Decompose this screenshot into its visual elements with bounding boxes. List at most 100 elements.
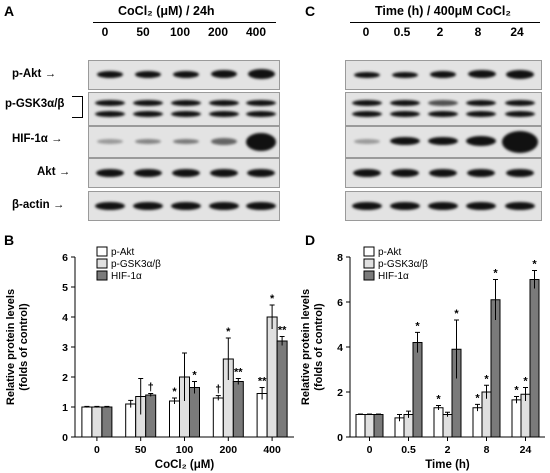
- bar: [189, 387, 200, 438]
- panel-letter-a: A: [4, 3, 15, 19]
- bar: [433, 407, 444, 438]
- bar: [101, 406, 113, 438]
- bar: [490, 299, 501, 438]
- blot-a-akt: [88, 158, 280, 188]
- panel-a-lane: 200: [207, 25, 229, 39]
- bar: [81, 406, 93, 438]
- significance-mark: *: [514, 385, 519, 397]
- blot-a-p-akt: [88, 60, 280, 90]
- legend-label: HIF-1α: [111, 271, 142, 282]
- panel-c-condition: Time (h) / 400μM CoCl₂: [375, 4, 511, 18]
- panel-a-condition: CoCl₂ (μM) / 24h: [118, 4, 215, 18]
- y-tick-label: 5: [62, 282, 68, 294]
- panel-c-lane: 8: [474, 25, 482, 39]
- significance-mark: *: [523, 376, 528, 388]
- y-tick-label: 1: [62, 402, 68, 414]
- significance-mark: *: [475, 392, 480, 404]
- x-tick-label: 200: [220, 444, 238, 456]
- bar: [256, 393, 268, 438]
- panel-c-lane: 0: [362, 25, 370, 39]
- panel-a-lane: 0: [101, 25, 109, 39]
- significance-mark: *: [172, 386, 177, 398]
- bar: [169, 400, 180, 438]
- significance-mark: *: [436, 394, 441, 406]
- bar: [364, 414, 375, 438]
- panel-c-lane: 2: [436, 25, 444, 39]
- bar: [472, 407, 483, 438]
- y-tick-label: 0: [337, 432, 343, 444]
- significance-mark: *: [270, 293, 275, 305]
- x-axis-label: CoCl₂ (μM): [155, 459, 215, 471]
- bar: [91, 406, 103, 438]
- blot-c-p-akt: [345, 60, 542, 90]
- y-tick-label: 0: [62, 432, 68, 444]
- blot-c-p-gsk3: [345, 92, 542, 126]
- x-tick-label: 400: [263, 444, 281, 456]
- x-tick-label: 50: [135, 444, 147, 456]
- bar: [232, 381, 244, 438]
- bar: [511, 399, 522, 438]
- y-axis-label: Relative protein levels: [300, 289, 312, 405]
- significance-mark: *: [192, 370, 197, 382]
- significance-mark: *: [226, 326, 231, 338]
- legend-swatch: [96, 258, 108, 269]
- bar: [412, 342, 423, 438]
- y-tick-label: 8: [337, 252, 343, 264]
- panel-a-lane: 400: [245, 25, 267, 39]
- significance-mark: *: [454, 308, 459, 320]
- significance-mark: **: [234, 367, 243, 379]
- y-axis-label: (folds of control): [313, 303, 325, 391]
- panel-letter-d: D: [305, 232, 316, 248]
- bar: [125, 403, 137, 438]
- legend-label: p-Akt: [378, 247, 402, 258]
- bar: [145, 394, 157, 438]
- bar: [529, 279, 540, 438]
- y-tick-label: 3: [62, 342, 68, 354]
- y-axis-label: Relative protein levels: [5, 289, 17, 405]
- x-tick-label: 0: [367, 444, 373, 456]
- legend-label: p-GSK3α/β: [378, 259, 428, 270]
- blot-label-beta-actin: β-actin →: [12, 199, 65, 211]
- panel-letter-c: C: [305, 3, 316, 19]
- bar: [212, 397, 224, 438]
- y-tick-label: 2: [62, 372, 68, 384]
- blot-a-beta-actin: [88, 191, 280, 221]
- x-tick-label: 8: [484, 444, 490, 456]
- blot-label-akt: Akt →: [37, 166, 71, 178]
- blot-a-p-gsk3: [88, 92, 280, 126]
- x-tick-label: 0.5: [401, 444, 416, 456]
- y-axis-label: (folds of control): [18, 303, 30, 391]
- blot-c-beta-actin: [345, 191, 542, 221]
- x-tick-label: 24: [520, 444, 532, 456]
- panel-a-lane: 50: [136, 25, 150, 39]
- blot-a-hif: [88, 126, 280, 158]
- significance-mark: *: [493, 268, 498, 280]
- bar: [276, 340, 288, 438]
- panel-c-lane: 24: [510, 25, 524, 39]
- panel-a-condition-rule: [93, 22, 276, 23]
- panel-c-lane: 0.5: [393, 25, 411, 39]
- panel-c-condition-rule: [350, 22, 540, 23]
- chart-b: 0 1 2 3 4 5 6 Relative protein levels (folds of …: [5, 246, 294, 471]
- legend-label: p-GSK3α/β: [111, 259, 161, 270]
- y-tick-label: 2: [337, 387, 343, 399]
- significance-mark: †: [215, 384, 221, 396]
- x-tick-label: 100: [176, 444, 194, 456]
- blot-label-p-gsk3: p-GSK3α/β: [5, 98, 65, 110]
- legend-swatch: [363, 270, 375, 281]
- legend-swatch: [96, 270, 108, 281]
- significance-mark: **: [258, 376, 267, 388]
- blot-c-akt: [345, 158, 542, 188]
- significance-mark: *: [532, 259, 537, 271]
- legend-label: HIF-1α: [378, 271, 409, 282]
- p-gsk3-bracket: [72, 96, 83, 118]
- significance-mark: *: [484, 373, 489, 385]
- significance-mark: *: [415, 320, 420, 332]
- significance-mark: **: [278, 325, 287, 337]
- significance-mark: †: [148, 382, 154, 394]
- blot-c-hif: [345, 126, 542, 158]
- y-tick-label: 6: [62, 252, 68, 264]
- y-tick-label: 4: [62, 312, 68, 324]
- bar: [355, 414, 366, 438]
